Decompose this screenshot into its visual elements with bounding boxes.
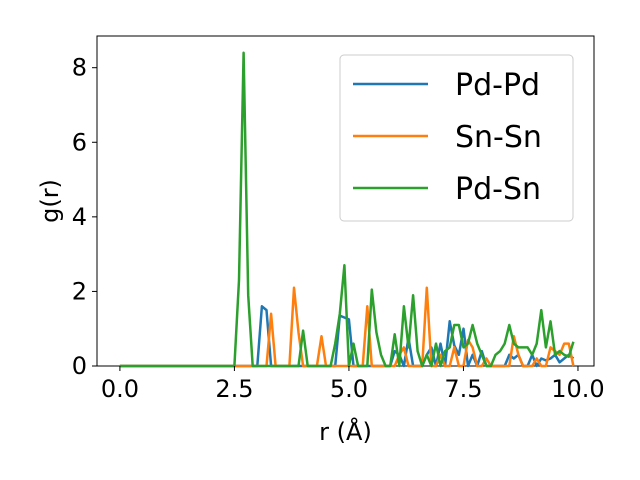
y-axis-label: g(r) xyxy=(36,179,64,223)
legend-label-sn-sn: Sn-Sn xyxy=(455,120,542,155)
y-tick-label: 8 xyxy=(72,54,87,82)
y-tick-label: 2 xyxy=(72,277,87,305)
x-tick-label: 10.0 xyxy=(551,375,604,403)
x-tick-label: 7.5 xyxy=(444,375,482,403)
ticks-group: 0.0 2.5 5.0 7.5 10.0 0 2 4 6 8 xyxy=(72,54,605,403)
x-tick-label: 5.0 xyxy=(330,375,368,403)
series-line-pd-sn xyxy=(119,51,575,368)
y-tick-label: 6 xyxy=(72,128,87,156)
series-group xyxy=(119,51,575,368)
y-tick-label: 0 xyxy=(72,352,87,380)
y-tick-label: 4 xyxy=(72,203,87,231)
legend: Pd-Pd Sn-Sn Pd-Sn xyxy=(339,54,574,222)
x-tick-label: 0.0 xyxy=(101,375,139,403)
x-axis-label: r (Å) xyxy=(319,417,372,446)
x-tick-label: 2.5 xyxy=(215,375,253,403)
legend-label-pd-sn: Pd-Sn xyxy=(455,172,541,207)
legend-box xyxy=(339,54,574,222)
legend-label-pd-pd: Pd-Pd xyxy=(455,68,540,103)
